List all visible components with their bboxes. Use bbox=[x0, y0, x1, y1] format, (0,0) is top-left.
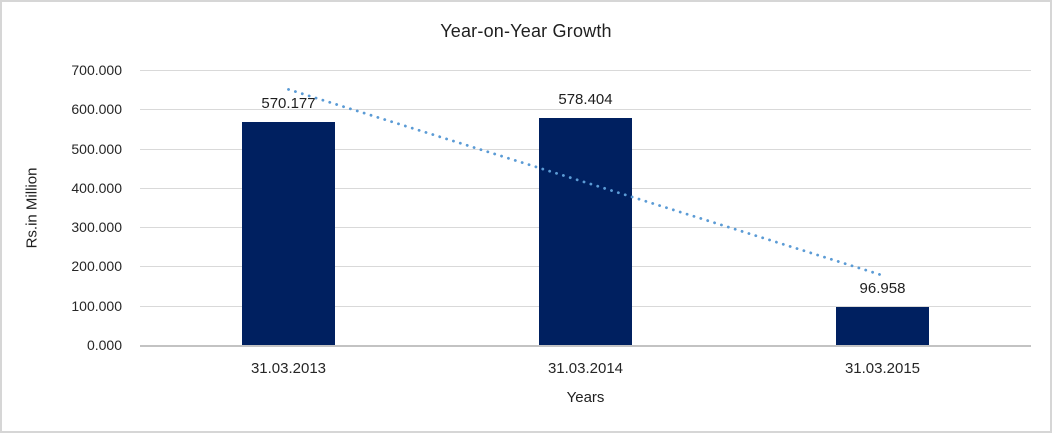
y-tick-label: 500.000 bbox=[71, 140, 122, 157]
y-tick-label: 300.000 bbox=[71, 219, 122, 236]
chart-title: Year-on-Year Growth bbox=[440, 21, 612, 41]
bar-31.03.2013[interactable] bbox=[242, 121, 335, 346]
x-axis-title: Years bbox=[566, 389, 605, 406]
data-label: 578.404 bbox=[558, 91, 613, 109]
y-tick-label: 100.000 bbox=[71, 297, 122, 314]
x-tick-label: 31.03.2013 bbox=[250, 360, 327, 377]
gridline bbox=[140, 70, 1031, 71]
y-tick-label: 700.000 bbox=[71, 62, 122, 78]
bar-31.03.2015[interactable] bbox=[836, 307, 929, 346]
data-label: 96.958 bbox=[859, 280, 906, 298]
y-tick-label: 200.000 bbox=[71, 258, 122, 275]
x-axis-line bbox=[140, 345, 1031, 347]
y-tick-label: 0.000 bbox=[86, 337, 122, 353]
y-tick-label: 600.000 bbox=[71, 101, 122, 118]
x-tick-label: 31.03.2015 bbox=[844, 360, 921, 377]
x-tick-label: 31.03.2014 bbox=[547, 360, 624, 377]
y-tick-label: 400.000 bbox=[71, 179, 122, 196]
bar-31.03.2014[interactable] bbox=[539, 118, 632, 346]
data-label: 570.177 bbox=[261, 94, 316, 112]
